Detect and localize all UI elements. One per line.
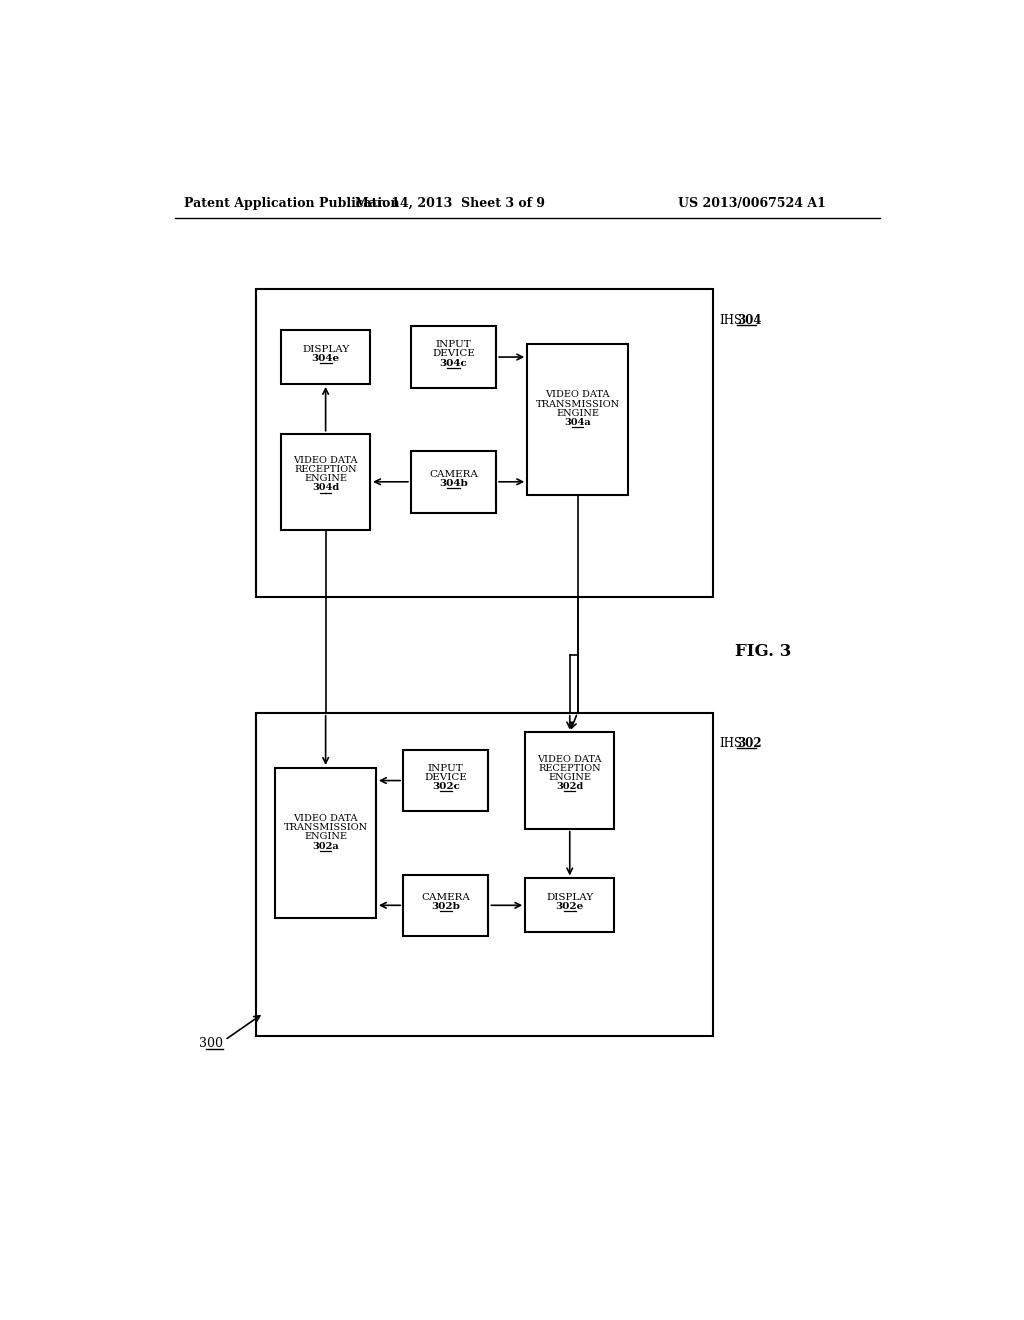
- Bar: [525, 733, 614, 829]
- Bar: [275, 768, 376, 917]
- Text: ENGINE: ENGINE: [304, 833, 347, 841]
- Bar: [281, 434, 371, 529]
- Text: 302c: 302c: [432, 783, 460, 791]
- Text: Mar. 14, 2013  Sheet 3 of 9: Mar. 14, 2013 Sheet 3 of 9: [354, 197, 545, 210]
- Text: 302d: 302d: [556, 783, 584, 791]
- Text: TRANSMISSION: TRANSMISSION: [536, 400, 620, 408]
- Text: 302b: 302b: [431, 903, 460, 911]
- Bar: [411, 451, 496, 512]
- Text: DISPLAY: DISPLAY: [546, 894, 593, 902]
- Text: 304a: 304a: [564, 418, 591, 426]
- Text: 304b: 304b: [439, 479, 468, 488]
- Text: 304: 304: [737, 314, 762, 326]
- Text: US 2013/0067524 A1: US 2013/0067524 A1: [678, 197, 826, 210]
- Text: DEVICE: DEVICE: [424, 774, 467, 781]
- Text: 304d: 304d: [312, 483, 339, 492]
- Text: CAMERA: CAMERA: [429, 470, 478, 479]
- Text: ENGINE: ENGINE: [548, 774, 591, 781]
- Text: DISPLAY: DISPLAY: [302, 345, 349, 354]
- Text: INPUT: INPUT: [428, 764, 464, 772]
- Bar: [281, 330, 371, 384]
- Bar: [411, 326, 496, 388]
- Text: 304c: 304c: [439, 359, 467, 368]
- Text: CAMERA: CAMERA: [421, 894, 470, 902]
- Bar: [256, 289, 713, 598]
- Text: TRANSMISSION: TRANSMISSION: [284, 824, 368, 832]
- Bar: [525, 878, 614, 932]
- Text: 300: 300: [199, 1038, 222, 1051]
- Text: VIDEO DATA: VIDEO DATA: [293, 814, 357, 822]
- Text: FIG. 3: FIG. 3: [735, 643, 792, 660]
- Text: RECEPTION: RECEPTION: [294, 465, 357, 474]
- Text: DEVICE: DEVICE: [432, 350, 475, 359]
- Text: 304e: 304e: [311, 354, 340, 363]
- Bar: [403, 750, 488, 812]
- Text: ENGINE: ENGINE: [304, 474, 347, 483]
- Text: IHS: IHS: [719, 737, 742, 750]
- Bar: [256, 713, 713, 1036]
- Bar: [403, 874, 488, 936]
- Text: RECEPTION: RECEPTION: [539, 764, 601, 772]
- Text: 302a: 302a: [312, 842, 339, 850]
- Text: VIDEO DATA: VIDEO DATA: [538, 755, 602, 763]
- Bar: [527, 345, 628, 495]
- Text: Patent Application Publication: Patent Application Publication: [183, 197, 399, 210]
- Text: IHS: IHS: [719, 314, 742, 326]
- Text: VIDEO DATA: VIDEO DATA: [545, 391, 609, 399]
- Text: 302: 302: [737, 737, 762, 750]
- Text: 302e: 302e: [556, 903, 584, 911]
- Text: INPUT: INPUT: [435, 341, 471, 350]
- Text: VIDEO DATA: VIDEO DATA: [293, 455, 357, 465]
- Text: ENGINE: ENGINE: [556, 409, 599, 417]
